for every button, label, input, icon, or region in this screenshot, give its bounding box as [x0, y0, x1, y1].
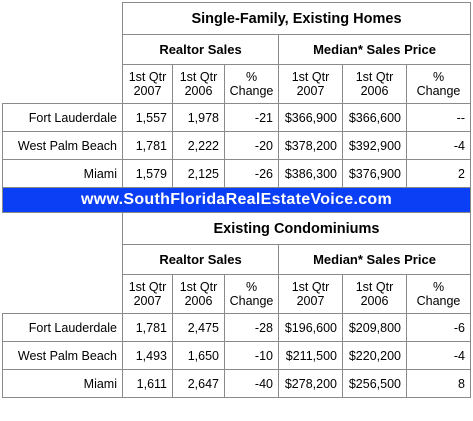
group-header-realtor-sales: Realtor Sales [122, 244, 279, 275]
corner-blank-cell [2, 2, 123, 104]
table-cell: 2,125 [172, 159, 225, 188]
table-cell: -40 [224, 369, 279, 398]
section-title: Existing Condominiums [122, 212, 471, 245]
city-label: Fort Lauderdale [2, 103, 123, 132]
table-cell: -20 [224, 131, 279, 160]
table-cell: 1,579 [122, 159, 173, 188]
group-header-realtor-sales: Realtor Sales [122, 34, 279, 65]
table-row: West Palm Beach 1,781 2,222 -20 $378,200… [2, 131, 471, 160]
table-cell: 2,647 [172, 369, 225, 398]
table-cell: 1,781 [122, 131, 173, 160]
table-cell: -28 [224, 313, 279, 342]
column-header: % Change [224, 64, 279, 104]
city-label: Miami [2, 159, 123, 188]
column-header: 1st Qtr 2006 [172, 274, 225, 314]
section-title: Single-Family, Existing Homes [122, 2, 471, 35]
city-label: Fort Lauderdale [2, 313, 123, 342]
table-cell: 1,493 [122, 341, 173, 370]
column-header: 1st Qtr 2006 [342, 64, 407, 104]
column-header: 1st Qtr 2007 [122, 274, 173, 314]
table-row: Miami 1,611 2,647 -40 $278,200 $256,500 … [2, 369, 471, 398]
table-cell: -6 [406, 313, 471, 342]
table-row: Fort Lauderdale 1,781 2,475 -28 $196,600… [2, 313, 471, 342]
table-cell: -4 [406, 131, 471, 160]
table-cell: $366,900 [278, 103, 343, 132]
table-cell: 1,611 [122, 369, 173, 398]
table-cell: $366,600 [342, 103, 407, 132]
table-cell: $209,800 [342, 313, 407, 342]
website-banner: www.SouthFloridaRealEstateVoice.com [2, 187, 471, 213]
table-cell: 1,557 [122, 103, 173, 132]
table-cell: $278,200 [278, 369, 343, 398]
group-header-median-sales-price: Median* Sales Price [278, 34, 471, 65]
column-header: % Change [406, 64, 471, 104]
table-cell: 2,475 [172, 313, 225, 342]
city-label: Miami [2, 369, 123, 398]
table-row: West Palm Beach 1,493 1,650 -10 $211,500… [2, 341, 471, 370]
table-cell: $256,500 [342, 369, 407, 398]
sales-statistics-table: Single-Family, Existing Homes Realtor Sa… [2, 2, 471, 398]
table-cell: $392,900 [342, 131, 407, 160]
column-header: % Change [224, 274, 279, 314]
column-header: % Change [406, 274, 471, 314]
table-cell: 2 [406, 159, 471, 188]
column-header: 1st Qtr 2007 [278, 64, 343, 104]
city-label: West Palm Beach [2, 341, 123, 370]
group-header-median-sales-price: Median* Sales Price [278, 244, 471, 275]
column-header: 1st Qtr 2007 [278, 274, 343, 314]
table-cell: $386,300 [278, 159, 343, 188]
table-cell: -4 [406, 341, 471, 370]
table-cell: -- [406, 103, 471, 132]
table-cell: -10 [224, 341, 279, 370]
city-label: West Palm Beach [2, 131, 123, 160]
column-header: 1st Qtr 2006 [342, 274, 407, 314]
table-row: Fort Lauderdale 1,557 1,978 -21 $366,900… [2, 103, 471, 132]
table-row: Miami 1,579 2,125 -26 $386,300 $376,900 … [2, 159, 471, 188]
table-cell: 1,650 [172, 341, 225, 370]
column-header: 1st Qtr 2006 [172, 64, 225, 104]
table-cell: $376,900 [342, 159, 407, 188]
column-header: 1st Qtr 2007 [122, 64, 173, 104]
table-cell: $220,200 [342, 341, 407, 370]
table-cell: $211,500 [278, 341, 343, 370]
table-cell: 2,222 [172, 131, 225, 160]
table-cell: $196,600 [278, 313, 343, 342]
corner-blank-cell [2, 212, 123, 314]
table-cell: 1,978 [172, 103, 225, 132]
table-cell: 8 [406, 369, 471, 398]
table-cell: $378,200 [278, 131, 343, 160]
table-cell: -21 [224, 103, 279, 132]
table-cell: -26 [224, 159, 279, 188]
table-cell: 1,781 [122, 313, 173, 342]
